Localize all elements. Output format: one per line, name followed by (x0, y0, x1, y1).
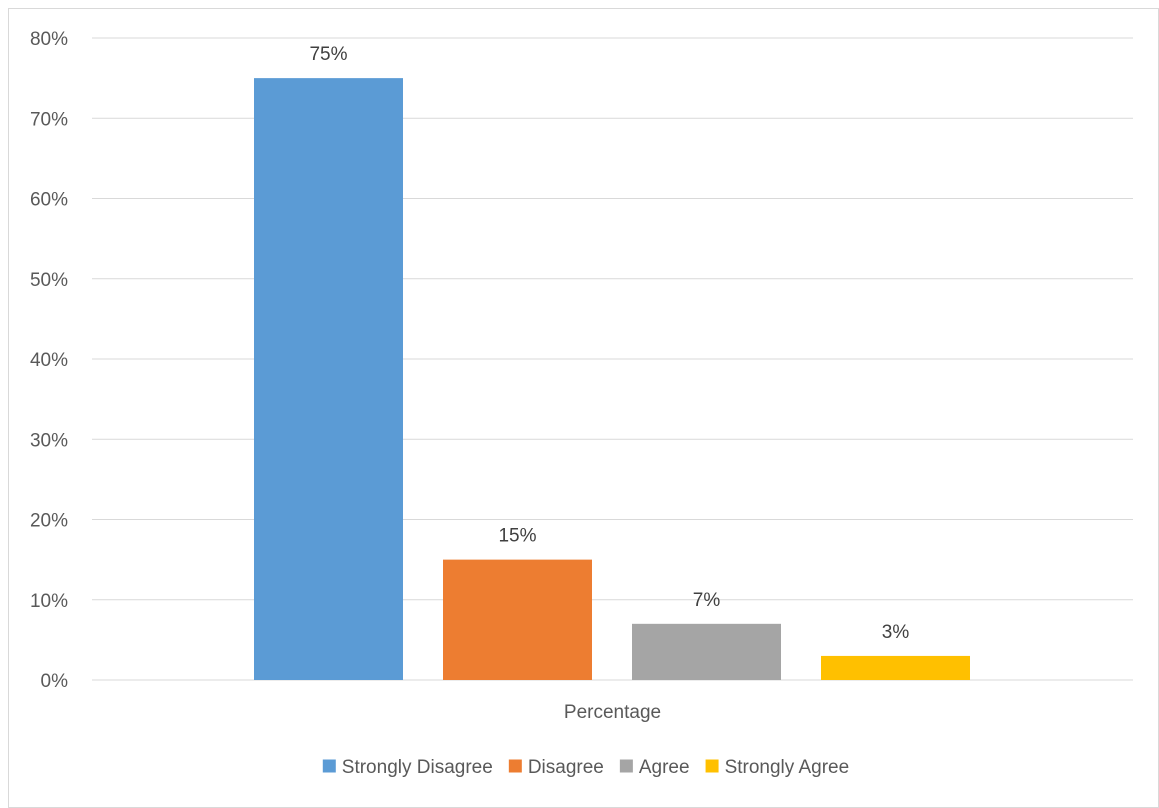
legend-swatch (620, 760, 633, 773)
y-tick-label: 40% (30, 350, 68, 371)
legend-label: Disagree (528, 757, 604, 778)
legend-item: Strongly Disagree (323, 757, 493, 778)
legend-item: Disagree (509, 757, 604, 778)
legend-swatch (706, 760, 719, 773)
bar-strongly-agree (821, 656, 970, 680)
y-tick-label: 70% (30, 109, 68, 130)
legend-item: Agree (620, 757, 690, 778)
y-tick-label: 30% (30, 430, 68, 451)
y-tick-label: 50% (30, 270, 68, 291)
legend-label: Agree (639, 757, 690, 778)
bar-agree (632, 624, 781, 680)
legend-swatch (323, 760, 336, 773)
y-tick-label: 20% (30, 511, 68, 532)
y-tick-label: 80% (30, 29, 68, 50)
y-axis-tick-labels: 0% 10% 20% 30% 40% 50% 60% 70% 80% (30, 29, 68, 692)
bars (254, 78, 970, 680)
data-label: 15% (498, 526, 536, 547)
bar-strongly-disagree (254, 78, 403, 680)
data-label: 75% (309, 44, 347, 65)
legend: Strongly Disagree Disagree Agree Strongly A… (323, 757, 849, 778)
y-tick-label: 60% (30, 190, 68, 211)
legend-label: Strongly Agree (725, 757, 850, 778)
x-category-label: Percentage (564, 702, 661, 723)
y-tick-label: 0% (41, 671, 69, 692)
y-tick-label: 10% (30, 591, 68, 612)
legend-item: Strongly Agree (706, 757, 850, 778)
data-label: 3% (882, 622, 910, 643)
x-axis-category-labels: Percentage (564, 702, 661, 723)
legend-label: Strongly Disagree (342, 757, 493, 778)
bar-disagree (443, 560, 592, 680)
gridlines (92, 38, 1133, 680)
legend-swatch (509, 760, 522, 773)
data-label: 7% (693, 590, 721, 611)
